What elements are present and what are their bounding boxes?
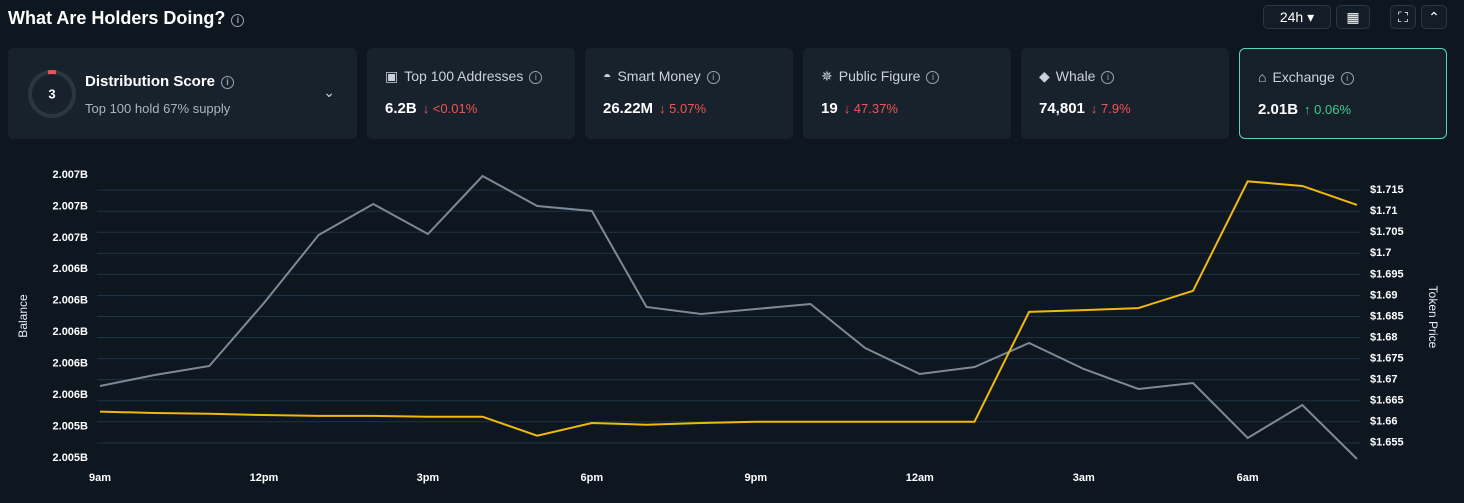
y2-tick-label: $1.69 <box>1370 289 1398 301</box>
info-icon: i <box>1340 72 1354 85</box>
card-value: 26.22M ↓ 5.07% <box>603 100 706 117</box>
y2-tick-label: $1.715 <box>1370 184 1404 196</box>
card-label-text: Exchange <box>1272 69 1335 85</box>
card-label-text: Public Figure <box>838 68 921 84</box>
info-icon: i <box>1101 71 1115 84</box>
card-value-text: 26.22M <box>603 100 654 117</box>
y2-tick-label: $1.66 <box>1370 416 1398 428</box>
distribution-title: Distribution Score i <box>85 73 235 90</box>
range-dropdown[interactable]: 24h ▾ <box>1263 5 1331 29</box>
y-tick-label: 2.005B <box>53 452 89 464</box>
card-value: 19 ↓ 47.37% <box>821 100 898 117</box>
y2-tick-label: $1.67 <box>1370 374 1398 386</box>
y-axis-title: Balance <box>16 294 30 338</box>
calendar-button[interactable]: ▦ <box>1336 5 1370 29</box>
card-label: ✵ Public Figure i <box>821 68 940 85</box>
y-tick-label: 2.007B <box>53 232 89 244</box>
y2-tick-label: $1.655 <box>1370 437 1404 449</box>
distribution-card[interactable]: 3 Distribution Score i Top 100 hold 67% s… <box>8 48 357 139</box>
card-icon: ◓ <box>603 68 612 84</box>
card-icon: ◆ <box>1039 68 1050 84</box>
card-label-text: Smart Money <box>617 68 701 84</box>
y2-tick-label: $1.685 <box>1370 310 1404 322</box>
card-change: ↓ 5.07% <box>659 101 707 116</box>
info-icon: i <box>529 71 543 84</box>
card-label: ▣ Top 100 Addresses i <box>385 68 543 85</box>
card-change: ↓ 47.37% <box>843 101 898 116</box>
info-icon[interactable]: i <box>221 76 235 89</box>
range-label: 24h <box>1279 9 1304 25</box>
card-label-text: Top 100 Addresses <box>404 68 524 84</box>
distribution-subtitle: Top 100 hold 67% supply <box>85 101 231 116</box>
card-change: ↑ 0.06% <box>1304 102 1352 117</box>
card-change: ↓ 7.9% <box>1090 101 1131 116</box>
stat-card[interactable]: ▣ Top 100 Addresses i 6.2B ↓ <0.01% <box>367 48 575 139</box>
collapse-button[interactable]: ⌃ <box>1421 5 1447 29</box>
y2-tick-label: $1.675 <box>1370 353 1404 365</box>
x-tick-label: 12pm <box>250 472 279 484</box>
info-icon[interactable]: i <box>231 14 245 27</box>
score-ring: 3 <box>28 70 76 118</box>
card-value-text: 74,801 <box>1039 100 1085 117</box>
y2-tick-label: $1.71 <box>1370 205 1398 217</box>
stat-card[interactable]: ◆ Whale i 74,801 ↓ 7.9% <box>1021 48 1229 139</box>
y2-tick-label: $1.7 <box>1370 247 1391 259</box>
y-tick-label: 2.006B <box>53 295 89 307</box>
series-line <box>99 174 1358 460</box>
y2-tick-label: $1.695 <box>1370 268 1404 280</box>
card-icon: ▣ <box>385 68 399 84</box>
card-value: 74,801 ↓ 7.9% <box>1039 100 1131 117</box>
y-tick-label: 2.007B <box>53 200 89 212</box>
y-tick-label: 2.007B <box>53 169 89 181</box>
header: What Are Holders Doing? i <box>8 8 245 29</box>
x-tick-label: 3am <box>1073 472 1095 484</box>
stat-card[interactable]: ✵ Public Figure i 19 ↓ 47.37% <box>803 48 1011 139</box>
card-icon: ⌂ <box>1258 69 1267 85</box>
info-icon: i <box>926 71 940 84</box>
card-label-text: Whale <box>1055 68 1096 84</box>
stat-card[interactable]: ◓ Smart Money i 26.22M ↓ 5.07% <box>585 48 793 139</box>
card-value: 6.2B ↓ <0.01% <box>385 100 477 117</box>
card-label: ⌂ Exchange i <box>1258 69 1354 85</box>
card-value: 2.01B ↑ 0.06% <box>1258 101 1351 118</box>
x-tick-label: 3pm <box>417 472 440 484</box>
y2-tick-label: $1.705 <box>1370 226 1404 238</box>
expand-chevron[interactable]: ⌄ <box>323 84 335 100</box>
fullscreen-button[interactable]: ⛶ <box>1390 5 1416 29</box>
y2-tick-label: $1.68 <box>1370 331 1398 343</box>
card-label: ◆ Whale i <box>1039 68 1115 85</box>
card-icon: ✵ <box>821 68 833 84</box>
y-tick-label: 2.006B <box>53 358 89 370</box>
x-tick-label: 6pm <box>581 472 604 484</box>
x-tick-label: 9am <box>89 472 111 484</box>
card-change: ↓ <0.01% <box>422 101 478 116</box>
card-value-text: 2.01B <box>1258 101 1299 118</box>
score: 3 <box>48 86 55 101</box>
card-value-text: 19 <box>821 100 838 117</box>
y2-axis-title: Token Price <box>1426 286 1440 349</box>
card-value-text: 6.2B <box>385 100 417 117</box>
stat-card[interactable]: ⌂ Exchange i 2.01B ↑ 0.06% <box>1239 48 1447 139</box>
y-tick-label: 2.006B <box>53 326 89 338</box>
y-tick-label: 2.006B <box>53 389 89 401</box>
series-line <box>99 180 1358 437</box>
x-tick-label: 6am <box>1237 472 1259 484</box>
y-tick-label: 2.005B <box>53 420 89 432</box>
distribution-title-text: Distribution Score <box>85 73 216 90</box>
header-title: What Are Holders Doing? <box>8 8 226 28</box>
y2-tick-label: $1.665 <box>1370 395 1404 407</box>
card-label: ◓ Smart Money i <box>603 68 720 84</box>
y-tick-label: 2.006B <box>53 263 89 275</box>
x-tick-label: 12am <box>906 472 934 484</box>
x-tick-label: 9pm <box>745 472 768 484</box>
info-icon: i <box>706 71 720 84</box>
